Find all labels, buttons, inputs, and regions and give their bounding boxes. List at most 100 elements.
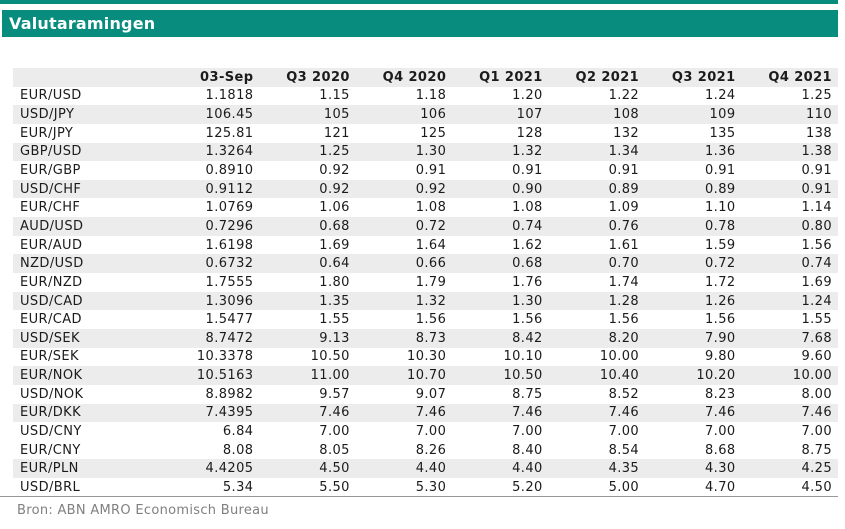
forecast-value-cell: 1.7555	[205, 274, 254, 290]
forecast-value-cell: 1.56	[704, 312, 736, 328]
forecast-table-wrap: 03-Sep Q3 2020 Q4 2020 Q1 2021 Q2 2021 Q3 202…	[13, 68, 838, 497]
currency-forecast-table: 03-Sep Q3 2020 Q4 2020 Q1 2021 Q2 2021 Q3 202…	[13, 68, 838, 497]
currency-pair-label: EUR/CAD	[20, 312, 82, 328]
forecast-value-cell: 5.34	[222, 479, 254, 495]
forecast-value-cell: 1.79	[415, 274, 447, 290]
forecast-value-cell: 4.50	[801, 479, 832, 495]
forecast-value-cell: 1.15	[319, 88, 350, 104]
forecast-value-cell: 1.24	[704, 88, 736, 104]
forecast-value-cell: 0.92	[259, 179, 356, 199]
table-row: EUR/PLN 4.4205 4.50 4.40 4.40 4.35 4.30 4.25	[13, 459, 838, 479]
forecast-value-cell: 10.40	[548, 366, 646, 385]
currency-pair-label: EUR/PLN	[13, 459, 163, 479]
forecast-value-cell: 1.5477	[205, 312, 254, 328]
forecast-value-cell: 1.64	[415, 237, 447, 253]
forecast-value-cell: 8.40	[512, 442, 543, 458]
forecast-value-cell: 4.40	[355, 459, 453, 479]
forecast-value-cell: 1.22	[608, 88, 640, 104]
currency-pair-label: GBP/USD	[13, 142, 163, 162]
forecast-value-cell: 135	[709, 125, 736, 141]
table-row: USD/CHF 0.9112 0.92 0.92 0.90 0.89 0.89 0.91	[13, 179, 838, 199]
table-row: USD/SEK 8.7472 9.13 8.73 8.42 8.20 7.90 7.68	[13, 328, 838, 348]
forecast-value-cell: 1.36	[645, 142, 742, 162]
forecast-value-cell: 1.1818	[205, 88, 254, 104]
forecast-value-cell: 5.50	[319, 479, 350, 495]
currency-pair-label: USD/CNY	[20, 423, 82, 439]
forecast-value-cell: 128	[516, 125, 543, 141]
page-title: Valutaramingen	[9, 14, 156, 33]
forecast-value-cell: 9.13	[259, 328, 356, 348]
forecast-value-cell: 0.91	[512, 163, 543, 179]
period-column-header: Q3 2021	[645, 68, 742, 87]
currency-pair-label: NZD/USD	[13, 254, 163, 274]
forecast-value-cell: 121	[323, 125, 350, 141]
forecast-value-cell: 0.74	[452, 217, 549, 236]
forecast-value-cell: 1.28	[548, 291, 646, 311]
forecast-value-cell: 0.64	[259, 254, 356, 274]
table-row: USD/NOK 8.8982 9.57 9.07 8.75 8.52 8.23 8.00	[13, 385, 838, 404]
forecast-value-cell: 7.46	[741, 403, 838, 423]
table-row: EUR/CHF 1.0769 1.06 1.08 1.08 1.09 1.10 1.14	[13, 198, 838, 217]
forecast-value-cell: 7.00	[319, 423, 350, 439]
currency-pair-label: EUR/NOK	[13, 366, 163, 385]
currency-pair-label: USD/NOK	[20, 386, 84, 402]
forecast-value-cell: 1.35	[259, 291, 356, 311]
forecast-value-cell: 1.06	[319, 200, 350, 216]
forecast-value-cell: 105	[259, 105, 356, 124]
forecast-value-cell: 8.08	[222, 442, 254, 458]
period-column-header: Q4 2020	[355, 68, 453, 87]
forecast-value-cell: 8.26	[415, 442, 447, 458]
period-column-header: 03-Sep	[163, 68, 260, 87]
forecast-value-cell: 10.5163	[163, 366, 260, 385]
forecast-value-cell: 1.59	[704, 237, 736, 253]
table-row: EUR/DKK 7.4395 7.46 7.46 7.46 7.46 7.46 7.46	[13, 403, 838, 423]
table-body: EUR/USD 1.1818 1.15 1.18 1.20 1.22 1.24 1.25 USD…	[13, 87, 838, 497]
table-row: USD/CNY 6.84 7.00 7.00 7.00 7.00 7.00 7.00	[13, 422, 838, 441]
forecast-value-cell: 8.00	[801, 386, 832, 402]
forecast-value-cell: 0.68	[452, 254, 549, 274]
forecast-value-cell: 1.76	[512, 274, 543, 290]
forecast-value-cell: 0.70	[548, 254, 646, 274]
forecast-value-cell: 10.70	[355, 366, 453, 385]
forecast-value-cell: 1.69	[319, 237, 350, 253]
forecast-value-cell: 1.24	[741, 291, 838, 311]
forecast-value-cell: 8.73	[355, 328, 453, 348]
forecast-value-cell: 1.14	[801, 200, 832, 216]
forecast-value-cell: 138	[805, 125, 832, 141]
currency-pair-label: EUR/USD	[20, 88, 82, 104]
forecast-value-cell: 8.75	[801, 442, 832, 458]
forecast-value-cell: 8.42	[452, 328, 549, 348]
table-row: EUR/USD 1.1818 1.15 1.18 1.20 1.22 1.24 1.25	[13, 87, 838, 106]
table-bottom-rule	[0, 496, 838, 497]
forecast-value-cell: 4.40	[452, 459, 549, 479]
forecast-value-cell: 0.76	[548, 217, 646, 236]
table-row: AUD/USD 0.7296 0.68 0.72 0.74 0.76 0.78 0.80	[13, 217, 838, 236]
forecast-value-cell: 11.00	[259, 366, 356, 385]
currency-pair-label: EUR/DKK	[13, 403, 163, 423]
table-row: EUR/CNY 8.08 8.05 8.26 8.40 8.54 8.68 8.75	[13, 441, 838, 460]
forecast-value-cell: 1.38	[741, 142, 838, 162]
forecast-value-cell: 4.50	[259, 459, 356, 479]
forecast-value-cell: 1.56	[801, 237, 832, 253]
forecast-value-cell: 1.3096	[163, 291, 260, 311]
forecast-value-cell: 0.90	[452, 179, 549, 199]
forecast-value-cell: 108	[548, 105, 646, 124]
forecast-value-cell: 1.32	[452, 142, 549, 162]
currency-pair-label: EUR/GBP	[20, 163, 81, 179]
forecast-value-cell: 7.90	[645, 328, 742, 348]
forecast-value-cell: 1.69	[801, 274, 832, 290]
forecast-value-cell: 8.23	[704, 386, 736, 402]
forecast-value-cell: 7.00	[704, 423, 736, 439]
forecast-value-cell: 10.50	[310, 349, 350, 365]
forecast-value-cell: 1.09	[608, 200, 640, 216]
forecast-value-cell: 8.75	[512, 386, 543, 402]
forecast-value-cell: 7.46	[452, 403, 549, 423]
forecast-value-cell: 10.30	[407, 349, 447, 365]
table-row: EUR/AUD 1.6198 1.69 1.64 1.62 1.61 1.59 1.56	[13, 236, 838, 255]
forecast-value-cell: 0.68	[259, 217, 356, 236]
forecast-value-cell: 1.3264	[163, 142, 260, 162]
forecast-value-cell: 1.32	[355, 291, 453, 311]
forecast-value-cell: 1.55	[801, 312, 832, 328]
forecast-value-cell: 7.46	[355, 403, 453, 423]
forecast-value-cell: 8.54	[608, 442, 640, 458]
